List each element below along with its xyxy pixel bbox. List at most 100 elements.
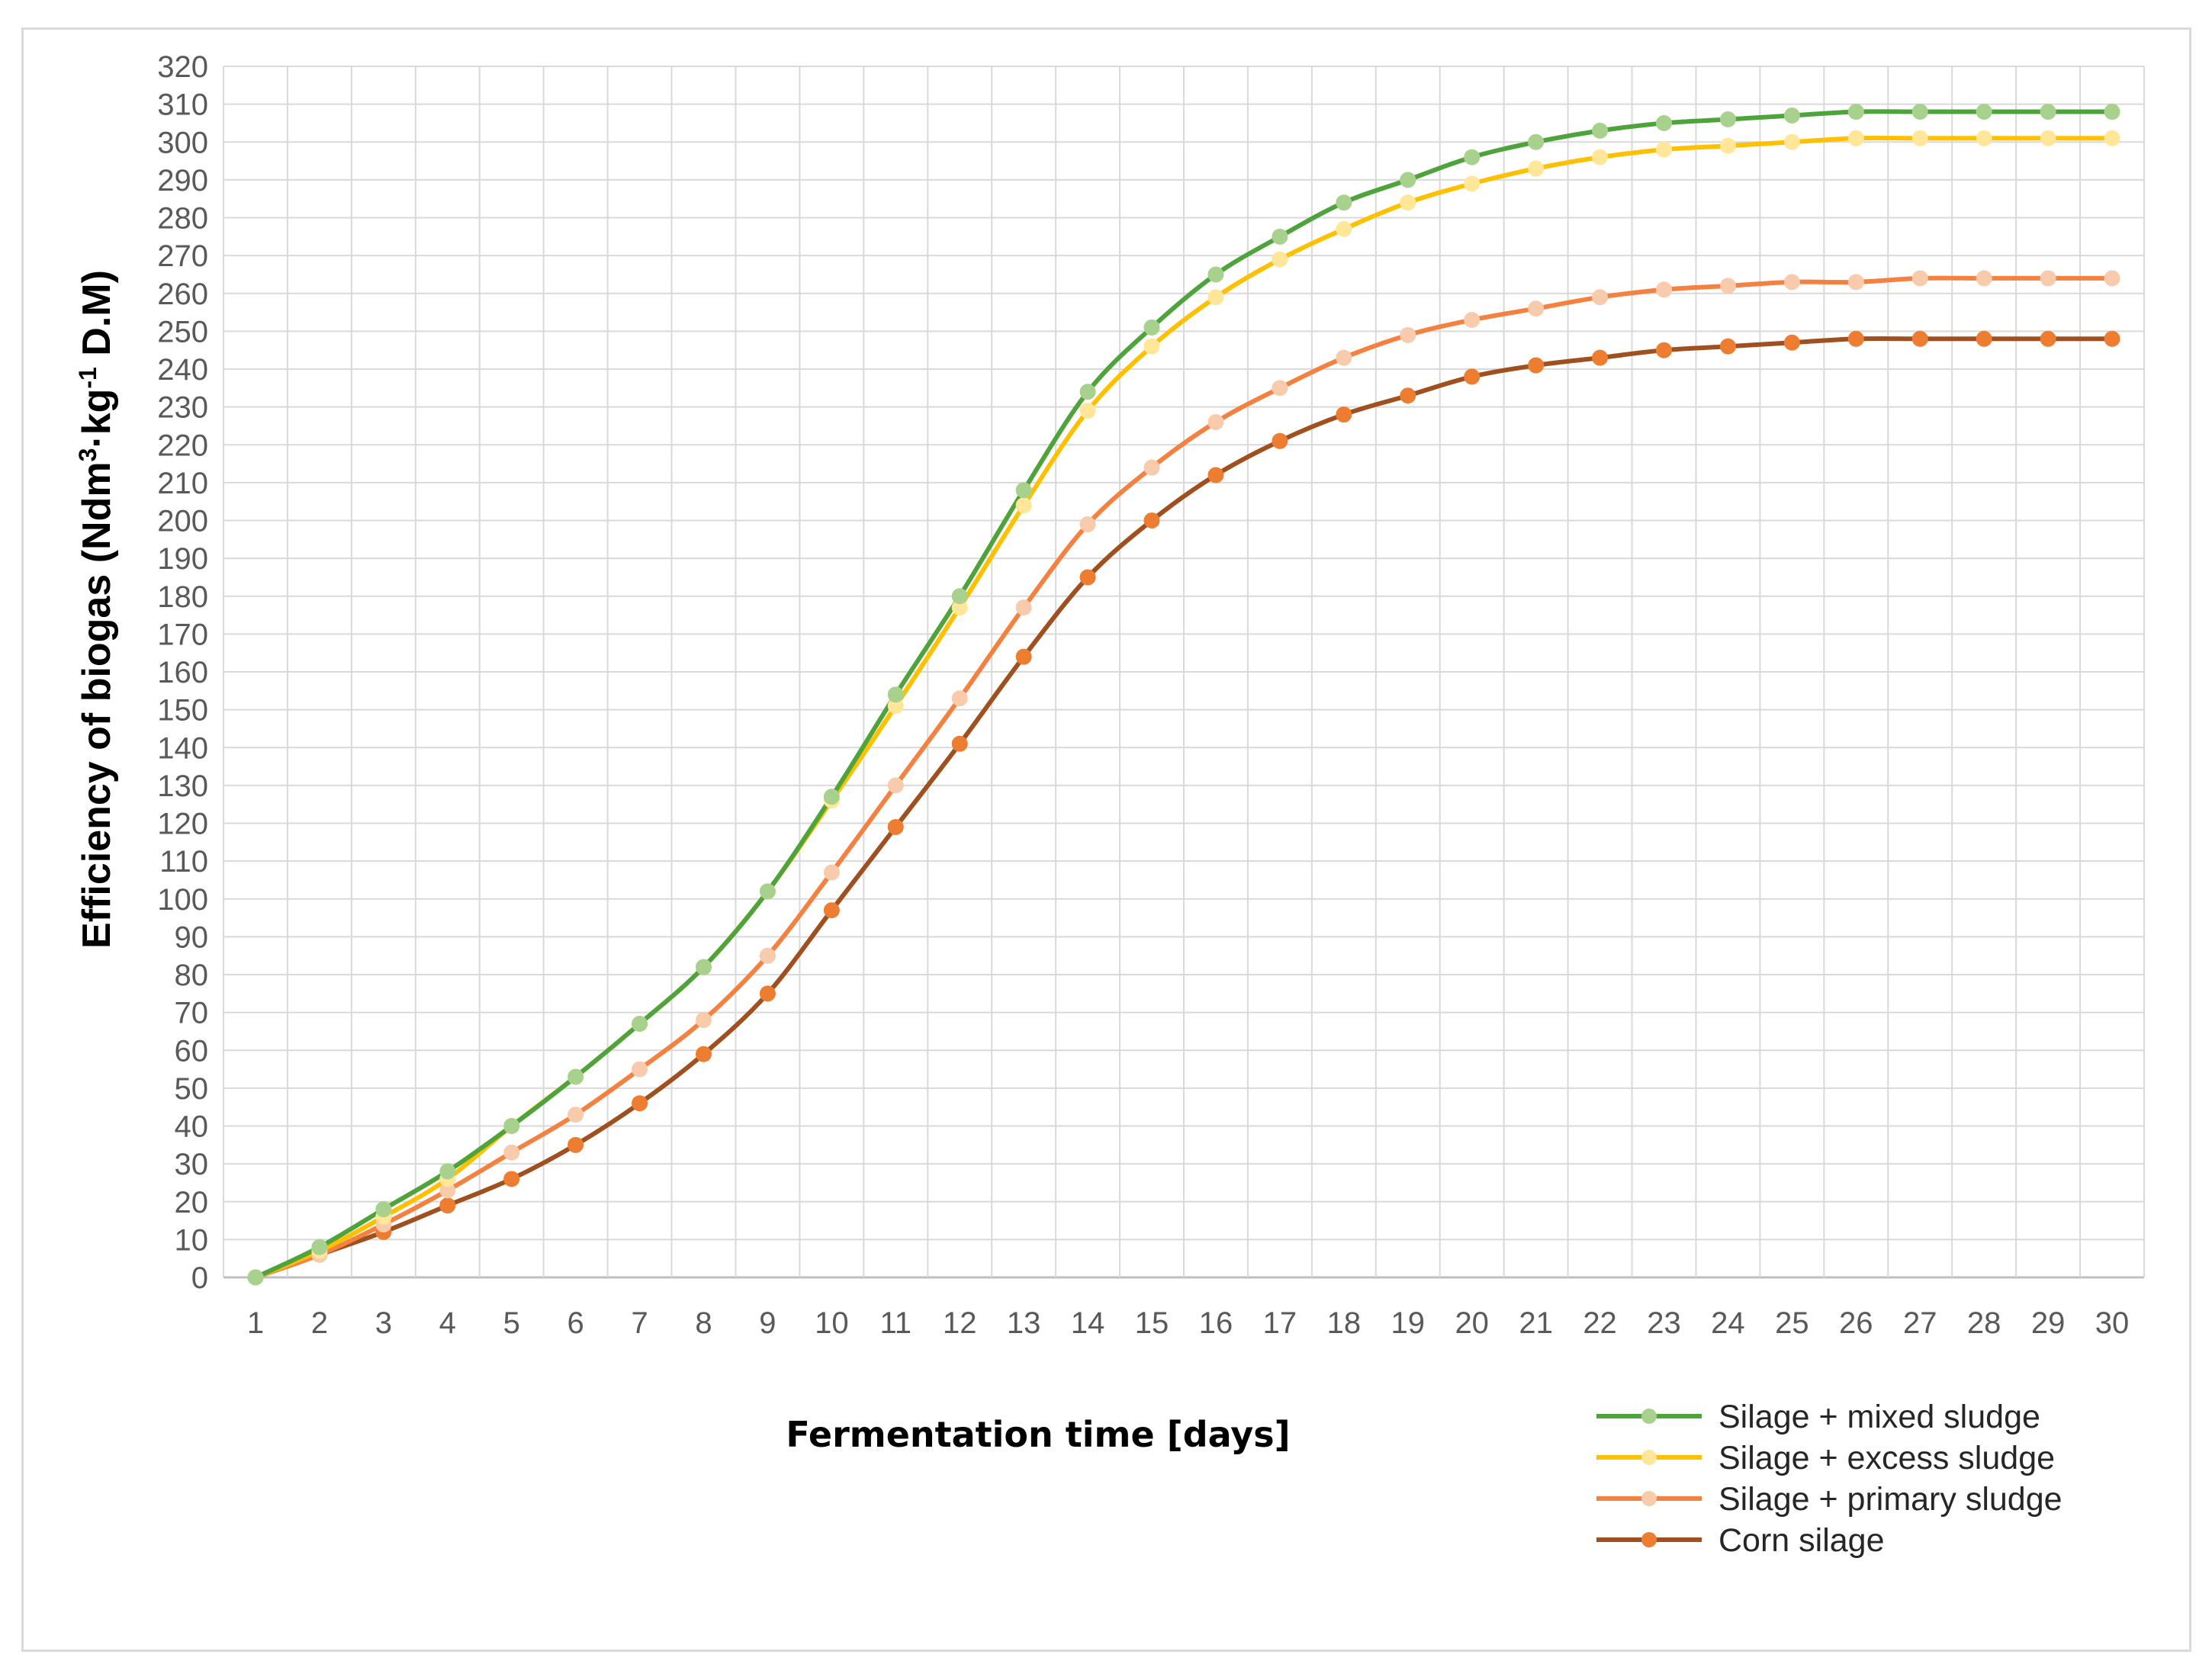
data-point: [823, 789, 840, 805]
y-tick-label: 150: [157, 694, 208, 728]
data-point: [1015, 599, 1032, 616]
x-tick-label: 14: [1071, 1306, 1105, 1340]
x-tick-label: 6: [567, 1306, 584, 1340]
data-point: [1464, 368, 1481, 385]
data-point: [1847, 274, 1864, 291]
data-point: [567, 1107, 584, 1123]
data-point: [1272, 251, 1288, 268]
x-tick-label: 13: [1007, 1306, 1041, 1340]
x-tick-label: 20: [1455, 1306, 1489, 1340]
data-point: [1592, 349, 1609, 366]
data-point: [2104, 104, 2120, 120]
data-point: [632, 1061, 648, 1078]
data-point: [1847, 104, 1864, 120]
data-point: [311, 1238, 328, 1255]
data-point: [1400, 172, 1416, 188]
y-tick-label: 110: [159, 845, 208, 879]
data-point: [1336, 220, 1352, 237]
data-point: [1079, 403, 1096, 419]
data-point: [1400, 194, 1416, 211]
x-tick-label: 7: [631, 1306, 648, 1340]
data-point: [1528, 300, 1545, 317]
data-point: [1847, 330, 1864, 347]
data-point: [375, 1201, 392, 1218]
x-tick-label: 10: [815, 1306, 849, 1340]
data-point: [1272, 380, 1288, 397]
data-point: [1464, 149, 1481, 165]
y-tick-label: 310: [157, 88, 208, 122]
y-tick-label: 190: [157, 542, 208, 576]
data-point: [1783, 133, 1800, 150]
data-point: [2104, 130, 2120, 146]
y-tick-label: 50: [175, 1072, 209, 1106]
data-point: [759, 883, 776, 900]
y-tick-label: 70: [175, 997, 209, 1030]
data-point: [1911, 130, 1928, 146]
legend-item: Silage + excess sludge: [1596, 1440, 2055, 1476]
data-point: [1911, 104, 1928, 120]
data-point: [1207, 467, 1224, 484]
series-markers: [247, 104, 2120, 1286]
data-point: [567, 1136, 584, 1153]
data-point: [1143, 459, 1160, 476]
x-tick-label: 11: [880, 1306, 912, 1340]
x-tick-label: 8: [695, 1306, 712, 1340]
y-tick-label: 20: [175, 1186, 209, 1219]
y-axis-label-sup2: -1: [74, 367, 101, 388]
y-axis-label-prefix: Efficiency of biogas (Ndm: [75, 461, 119, 949]
legend-swatch-marker: [1641, 1532, 1657, 1547]
chart-frame: 0 10 20 30 40 50 60 70 80 90 100 110 120 130 140 150 160…: [21, 27, 2191, 1652]
data-point: [951, 588, 968, 605]
y-tick-label: 200: [157, 505, 208, 538]
legend-label: Corn silage: [1718, 1522, 1885, 1559]
data-point: [1719, 338, 1736, 355]
legend-item: Corn silage: [1596, 1522, 1885, 1559]
data-point: [1528, 133, 1545, 150]
y-tick-label: 300: [157, 126, 208, 159]
data-point: [696, 959, 712, 975]
data-point: [1592, 149, 1609, 165]
y-tick-label: 180: [157, 580, 208, 614]
data-point: [1656, 114, 1672, 131]
y-tick-label: 120: [157, 808, 208, 841]
data-point: [503, 1171, 520, 1187]
data-point: [1976, 270, 1992, 287]
data-point: [1783, 274, 1800, 291]
x-tick-label: 23: [1647, 1306, 1681, 1340]
data-point: [247, 1269, 264, 1286]
x-tick-label: 1: [247, 1306, 264, 1340]
x-tick-label: 9: [759, 1306, 776, 1340]
data-point: [1976, 330, 1992, 347]
data-point: [1719, 278, 1736, 294]
data-point: [503, 1144, 520, 1161]
data-point: [1656, 141, 1672, 158]
data-point: [1336, 406, 1352, 423]
data-point: [1143, 319, 1160, 336]
y-tick-label: 260: [157, 278, 208, 311]
data-point: [1015, 497, 1032, 514]
data-point: [1528, 357, 1545, 374]
data-point: [2040, 270, 2056, 287]
x-tick-label: 5: [503, 1306, 520, 1340]
y-tick-label: 100: [157, 883, 208, 917]
legend-label: Silage + mixed sludge: [1718, 1399, 2040, 1435]
legend-label: Silage + excess sludge: [1718, 1440, 2055, 1476]
data-point: [439, 1197, 456, 1214]
data-point: [1272, 228, 1288, 245]
x-tick-label: 16: [1199, 1306, 1233, 1340]
legend-swatch-marker: [1641, 1491, 1657, 1506]
data-point: [823, 864, 840, 881]
data-point: [887, 777, 904, 794]
data-point: [1015, 648, 1032, 665]
x-tick-label: 19: [1391, 1306, 1426, 1340]
data-point: [1336, 194, 1352, 211]
data-point: [1207, 413, 1224, 430]
data-point: [1272, 432, 1288, 449]
y-tick-label: 290: [157, 164, 208, 198]
data-point: [1783, 334, 1800, 351]
legend-swatch-marker: [1641, 1450, 1657, 1465]
data-point: [1783, 108, 1800, 124]
line-chart: 0102030405060708090100110120130140150160…: [74, 50, 2145, 1559]
x-tick-label: 30: [2095, 1306, 2130, 1340]
x-tick-label: 4: [439, 1306, 456, 1340]
